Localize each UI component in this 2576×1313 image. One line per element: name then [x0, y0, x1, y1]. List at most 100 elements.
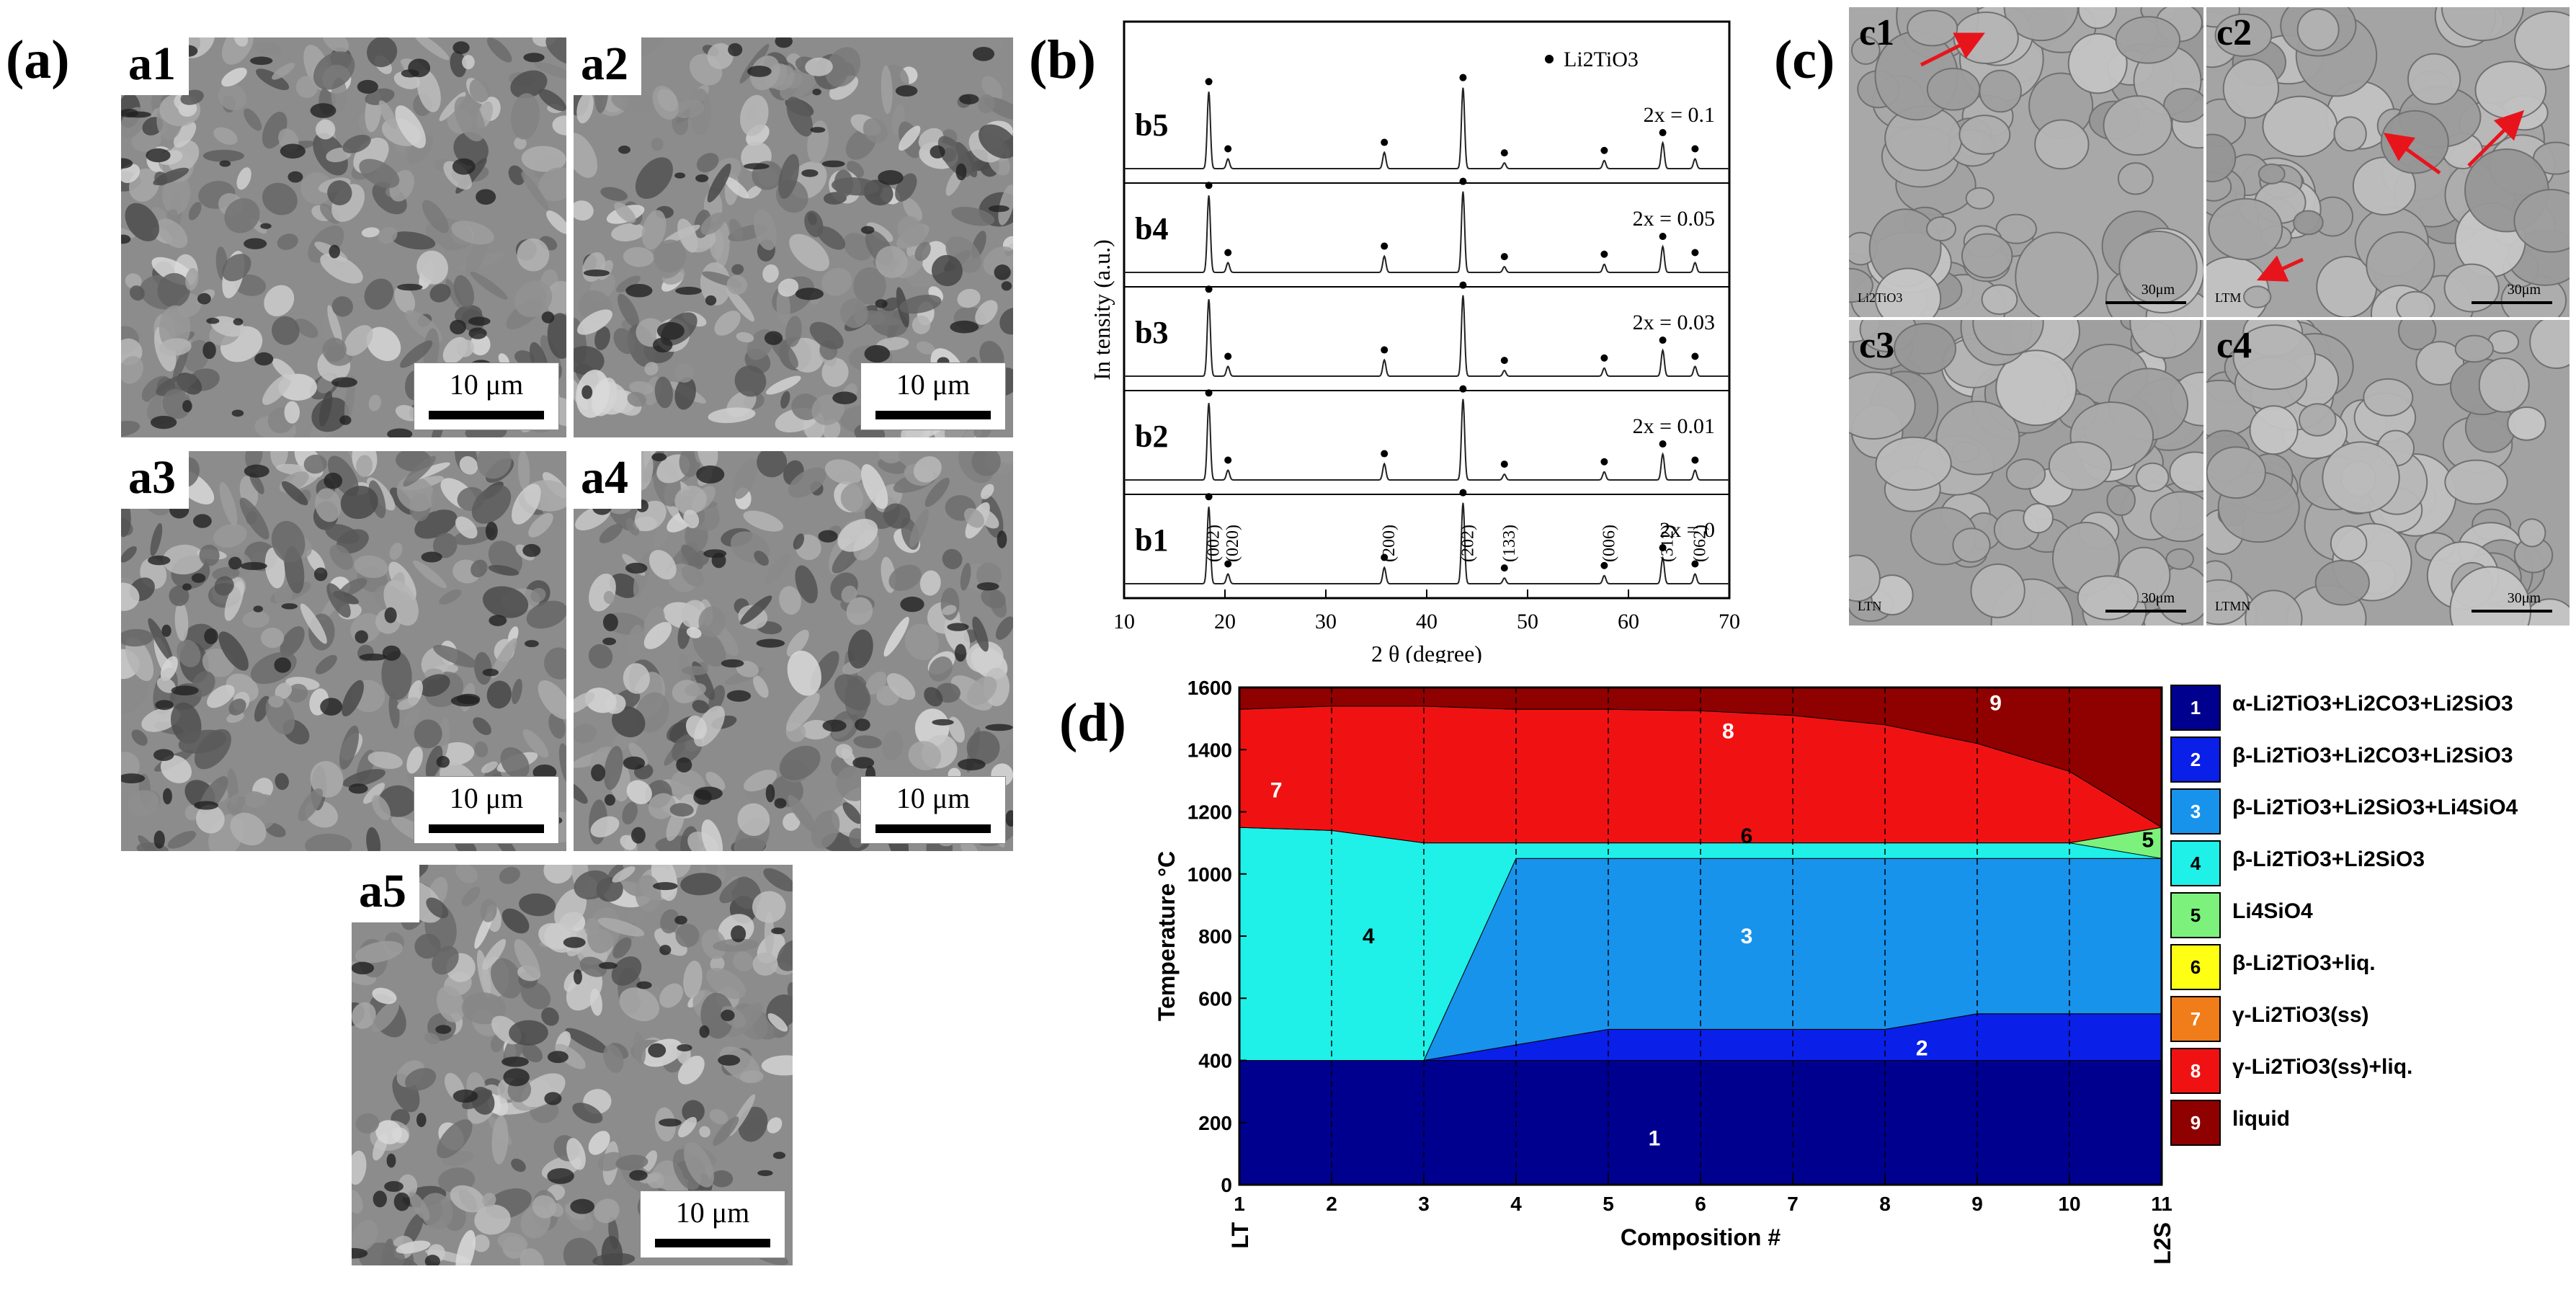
series-annotation: 2x = 0.05	[1633, 207, 1715, 231]
x-tick-label: 30	[1315, 610, 1337, 633]
phase-diagram-chart: 1 2 3 4 5 6 7 8 9 0 200 400 600 800 1000 1200 1400 1600 1 2…	[1154, 677, 2175, 1265]
y-tick-label: 600	[1198, 987, 1232, 1010]
peak-marker	[1459, 177, 1467, 185]
series-annotation: 2x = 0.1	[1644, 103, 1715, 127]
legend-number: 6	[2190, 956, 2201, 978]
sem-label: a4	[574, 451, 641, 509]
sem-label: c4	[2216, 325, 2252, 366]
red-arrow	[2467, 110, 2525, 167]
legend-swatch	[2170, 788, 2221, 834]
scale-bar: 10 μm	[640, 1190, 785, 1258]
legend-text: β-Li2TiO3+Li2SiO3	[2232, 847, 2425, 871]
legend-text: β-Li2TiO3+Li2SiO3+Li4SiO4	[2232, 796, 2518, 819]
peak-marker	[1600, 146, 1608, 154]
legend-number: 4	[2190, 853, 2201, 874]
peak-marker	[1459, 385, 1467, 393]
sem-label: a3	[121, 451, 189, 509]
peak-marker	[1500, 460, 1508, 468]
scale-bar: 10 μm	[860, 776, 1006, 844]
red-arrow	[1920, 32, 1985, 67]
legend-swatch	[2170, 1048, 2221, 1094]
legend-item: 4 β-Li2TiO3+Li2SiO3	[2170, 837, 2574, 889]
legend-text: Li4SiO4	[2232, 899, 2313, 923]
legend-marker	[1545, 55, 1554, 63]
peak-marker	[1381, 450, 1389, 458]
y-tick-label: 1600	[1187, 677, 1232, 699]
sem-image-c4: c4 LTMN 30μm	[2206, 320, 2570, 626]
sem-image-c1: c1 Li2TiO3 30μm	[1849, 7, 2203, 317]
x-axis-label: Composition #	[1621, 1224, 1781, 1250]
sem-label: a1	[121, 37, 189, 95]
legend-label: Li2TiO3	[1564, 48, 1639, 71]
x-tick-label: 8	[1879, 1193, 1891, 1215]
red-arrow	[2256, 255, 2304, 282]
x-tick-label: 4	[1510, 1193, 1522, 1215]
x-tick-label: 10	[2058, 1193, 2080, 1215]
scale-bar: 10 μm	[860, 362, 1006, 430]
hkl-label: (002)	[1205, 525, 1224, 562]
x-tick-label: 9	[1971, 1193, 1983, 1215]
legend-swatch	[2170, 892, 2221, 938]
legend-item: 7 γ-Li2TiO3(ss)	[2170, 993, 2574, 1045]
sem-label: a5	[352, 865, 419, 922]
peak-marker	[1224, 249, 1232, 257]
legend-text: γ-Li2TiO3(ss)+liq.	[2232, 1055, 2413, 1079]
peak-marker	[1500, 149, 1508, 157]
sem-image-a5: a5 10 μm	[352, 865, 793, 1265]
peak-marker	[1691, 352, 1699, 360]
plot-frame	[1123, 20, 1731, 600]
hkl-label: (020)	[1224, 525, 1242, 562]
legend-swatch	[2170, 736, 2221, 783]
legend-swatch	[2170, 685, 2221, 731]
peak-marker	[1600, 354, 1608, 362]
legend-swatch	[2170, 996, 2221, 1042]
region-label-5: 5	[2142, 828, 2154, 852]
legend-number: 8	[2190, 1060, 2201, 1082]
region-label-2: 2	[1916, 1036, 1928, 1060]
legend-item: 2 β-Li2TiO3+Li2CO3+Li2SiO3	[2170, 734, 2574, 785]
hkl-label: (200)	[1380, 525, 1399, 562]
red-arrow	[2383, 133, 2441, 175]
sample-tag: LTM	[2215, 290, 2242, 305]
sample-tag: Li2TiO3	[1858, 290, 1903, 305]
legend-swatch	[2170, 1100, 2221, 1146]
scale-bar	[2472, 301, 2552, 304]
x-tick-label: 50	[1517, 610, 1538, 633]
x-end-label-right: L2S	[2149, 1222, 2175, 1265]
sem-label: c3	[1859, 325, 1895, 366]
y-tick-label: 1400	[1187, 739, 1232, 761]
panel-label-d: (d)	[1059, 693, 1126, 753]
sem-label: c1	[1859, 12, 1895, 53]
peak-marker	[1381, 346, 1389, 354]
legend-item: 8 γ-Li2TiO3(ss)+liq.	[2170, 1045, 2574, 1097]
legend-text: β-Li2TiO3+liq.	[2232, 951, 2376, 975]
xrd-series-b5	[1124, 87, 1729, 169]
x-axis-label: 2 θ (degree)	[1371, 641, 1482, 663]
legend-number: 7	[2190, 1008, 2201, 1030]
peak-marker	[1659, 129, 1667, 137]
peak-marker	[1691, 456, 1699, 464]
peak-marker	[1224, 352, 1232, 360]
xrd-series-b2	[1124, 399, 1729, 481]
peak-marker	[1691, 145, 1699, 153]
scale-text: 30μm	[2507, 282, 2541, 298]
sem-image-a3: a3 10 μm	[121, 451, 566, 851]
y-axis-label: In tensity (a.u.)	[1089, 239, 1115, 380]
region-label-8: 8	[1722, 719, 1734, 743]
sem-image-a2: a2 10 μm	[574, 37, 1013, 437]
peak-marker	[1659, 440, 1667, 448]
sem-label: a2	[574, 37, 641, 95]
sample-tag: LTMN	[2215, 599, 2251, 613]
x-tick-label: 2	[1326, 1193, 1337, 1215]
series-label: b4	[1135, 211, 1168, 246]
peak-marker	[1500, 357, 1508, 365]
legend-number: 5	[2190, 904, 2201, 926]
peak-marker	[1381, 242, 1389, 250]
peak-marker	[1659, 544, 1667, 552]
legend-swatch	[2170, 944, 2221, 990]
x-tick-label: 40	[1416, 610, 1438, 633]
hkl-label: (202)	[1458, 525, 1477, 562]
y-axis-label: Temperature °C	[1154, 851, 1180, 1021]
y-tick-label: 1200	[1187, 801, 1232, 824]
region-label-7: 7	[1270, 778, 1283, 802]
